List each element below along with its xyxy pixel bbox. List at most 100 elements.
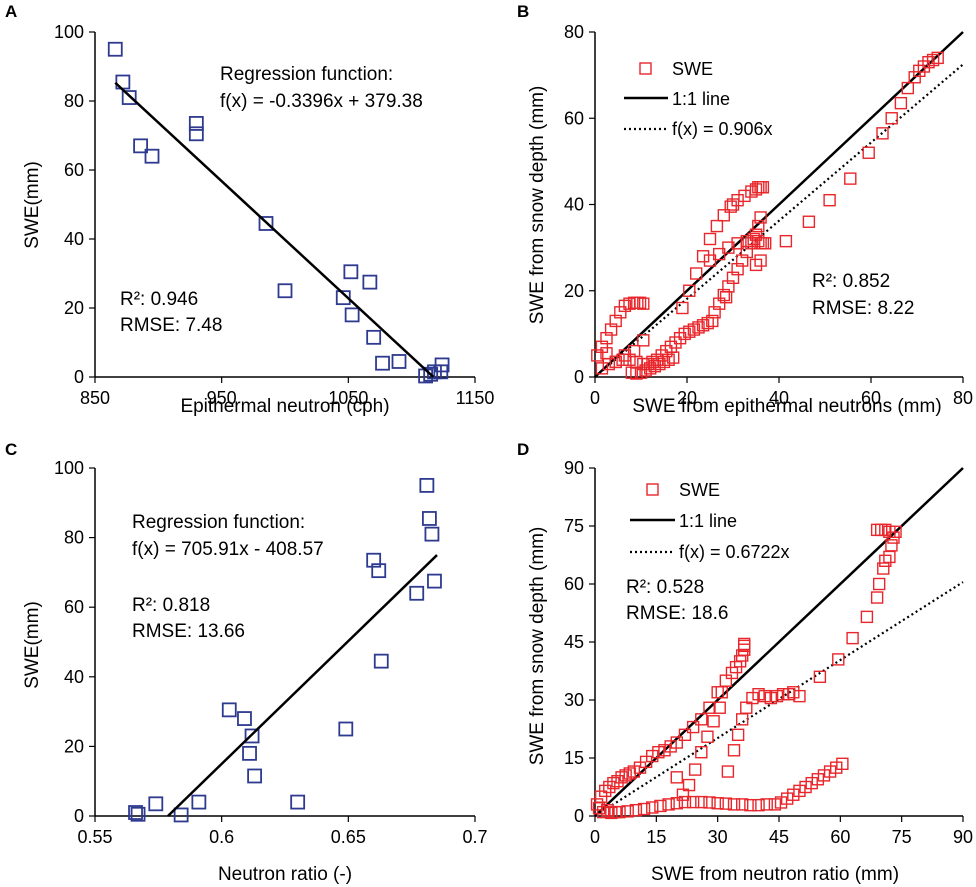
panel-d-data-point xyxy=(678,728,692,741)
panel-a-data-point xyxy=(391,354,407,369)
panel-d-data-point xyxy=(599,784,612,798)
panel-d-y-tick-label: 30 xyxy=(564,690,584,710)
panel-d-ylabel: SWE from snow depth (mm) xyxy=(527,527,548,766)
panel-b-data-point xyxy=(779,234,793,248)
panel-b-data-point xyxy=(703,232,717,246)
panel-b-one-to-one-line xyxy=(594,31,964,378)
panel-b-data-point xyxy=(634,366,648,379)
panel-c-plot-layer: 0.55 0.6 0.65 0.7 0 20 40 60 80 100 xyxy=(54,458,488,847)
panel-b-data-point xyxy=(726,198,740,211)
panel-a-data-point xyxy=(344,307,360,323)
panel-d-x-tick-label: 0 xyxy=(590,827,600,847)
panel-d-data-point xyxy=(870,591,884,604)
panel-c-data-point xyxy=(371,563,387,579)
panel-d-data-point xyxy=(621,805,634,818)
panel-d-data-point xyxy=(646,801,659,814)
panel-d-data-point xyxy=(832,653,845,666)
panel-d-data-point xyxy=(860,610,874,624)
panel-c-rmse-label: RMSE: 13.66 xyxy=(132,621,245,642)
panel-d-y-tick-label: 0 xyxy=(574,806,584,826)
panel-c-r2-label: R²: 0.818 xyxy=(132,595,210,616)
panel-a-y-tick-label: 100 xyxy=(54,22,84,42)
panel-d-data-point xyxy=(736,713,749,726)
panel-a-y-tick-label: 20 xyxy=(64,298,84,318)
panel-a-ylabel: SWE(mm) xyxy=(22,161,43,249)
panel-d-data-point xyxy=(793,689,806,703)
panel-b-data-point xyxy=(710,219,724,233)
panel-a-data-point xyxy=(423,366,439,382)
panel-b-y-tick-label: 0 xyxy=(574,367,584,387)
panel-b-legend-label-fit: f(x) = 0.906x xyxy=(672,119,773,139)
panel-d-data-point xyxy=(662,798,675,811)
panel-b-data-point xyxy=(922,55,935,69)
panel-d-y-tick-label: 75 xyxy=(564,516,584,536)
panel-b-legend: SWE 1:1 line f(x) = 0.906x xyxy=(624,59,773,139)
panel-d-data-point xyxy=(637,802,651,816)
panel-d-data-point xyxy=(592,802,606,815)
panel-d-data-point xyxy=(707,715,720,728)
panel-d-data-point xyxy=(670,771,683,784)
panel-b-data-point xyxy=(913,64,926,78)
panel-b-data-point xyxy=(667,351,680,364)
panel-b-data-point xyxy=(701,316,714,330)
panel-b-data-point xyxy=(696,319,710,332)
panel-d-data-point xyxy=(713,701,726,714)
panel-b-data-point xyxy=(752,219,765,233)
panel-d-data-point xyxy=(688,763,702,776)
panel-d-plot-layer: 0 15 30 45 60 75 90 0 15 30 45 60 75 90 xyxy=(564,458,973,847)
panel-a: 850 950 1050 1150 0 20 40 60 80 100 A Epithermal … xyxy=(5,2,494,417)
panel-a-data-point xyxy=(258,216,274,231)
panel-b-legend-marker xyxy=(639,62,652,75)
panel-b-data-point xyxy=(713,297,726,310)
panel-c-xlabel: Neutron ratio (-) xyxy=(218,864,352,885)
panel-d-x-tick-label: 45 xyxy=(769,827,789,847)
panel-c: 0.55 0.6 0.65 0.7 0 20 40 60 80 100 C Neutron rat… xyxy=(5,440,488,885)
panel-b-data-point xyxy=(595,362,609,375)
panel-b-data-point xyxy=(862,146,875,159)
panel-b-data-point xyxy=(591,349,604,362)
panel-b-y-tick-label: 60 xyxy=(564,108,584,128)
panel-a-data-point xyxy=(366,329,382,345)
panel-b-data-point xyxy=(595,340,609,354)
panel-d-data-point xyxy=(703,796,716,809)
panel-d-x-tick-label: 60 xyxy=(830,827,850,847)
panel-d-data-point xyxy=(596,805,610,819)
panel-c-data-point xyxy=(247,768,263,784)
panel-b-data-point xyxy=(703,254,717,267)
panel-a-r2-label: R²: 0.946 xyxy=(120,289,198,310)
panel-d-data-point xyxy=(872,577,886,591)
panel-d-data-point xyxy=(711,797,724,810)
panel-b-data-point xyxy=(844,172,857,185)
panel-b-data-point xyxy=(600,347,613,360)
panel-b-data-point xyxy=(637,297,650,310)
panel-b-data-point xyxy=(722,241,735,254)
panel-b-data-point xyxy=(719,291,733,304)
panel-d-data-point xyxy=(879,554,892,567)
panel-c-data-point xyxy=(427,573,442,589)
panel-c-letter: C xyxy=(5,440,17,459)
panel-b-data-point xyxy=(726,271,740,285)
panel-d-data-point xyxy=(738,637,751,651)
panel-d-data-point xyxy=(629,804,643,817)
panel-b-data-point xyxy=(614,306,627,319)
panel-d-data-point xyxy=(695,795,708,809)
panel-c-y-tick-label: 0 xyxy=(74,806,84,826)
panel-d-data-point xyxy=(670,736,683,749)
panel-d-data-point xyxy=(654,799,667,813)
panel-a-data-point xyxy=(335,290,351,306)
panel-b-rmse-label: RMSE: 8.22 xyxy=(812,298,914,319)
panel-c-data-point xyxy=(237,711,252,726)
panel-b-data-point xyxy=(683,284,696,297)
panel-d-data-point xyxy=(836,757,849,770)
panel-b-data-point xyxy=(657,355,671,369)
panel-b-y-tick-label: 80 xyxy=(564,22,584,42)
panel-a-x-tick-label: 850 xyxy=(80,388,110,408)
panel-b-data-point xyxy=(687,323,701,336)
panel-d-data-point xyxy=(695,713,708,726)
panel-d-data-point xyxy=(605,806,618,820)
panel-a-data-point xyxy=(188,116,204,131)
panel-a-letter: A xyxy=(5,2,17,21)
panel-b-data-point xyxy=(931,51,944,65)
panel-a-y-tick-label: 0 xyxy=(74,367,84,387)
panel-a-function-label: f(x) = -0.3396x + 379.38 xyxy=(220,91,423,112)
